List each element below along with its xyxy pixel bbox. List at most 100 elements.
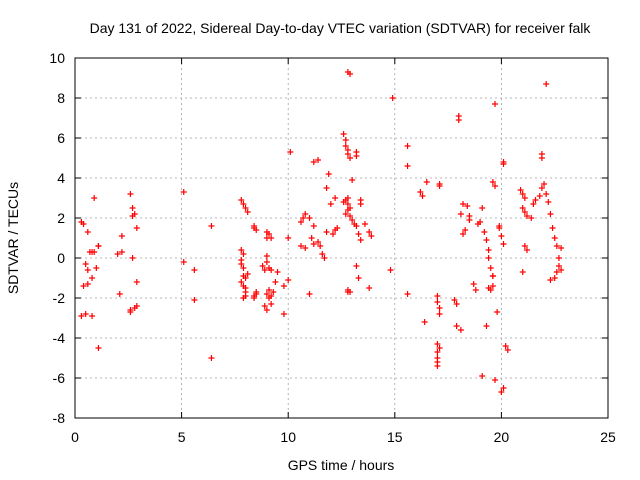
data-point <box>500 161 507 167</box>
y-tick-label: 2 <box>57 210 65 226</box>
data-point <box>387 267 394 273</box>
data-point <box>253 291 260 297</box>
data-point <box>310 223 317 229</box>
data-point <box>357 237 364 243</box>
data-point <box>357 201 364 207</box>
data-point <box>353 153 360 159</box>
data-point <box>114 251 121 257</box>
data-point <box>347 213 354 219</box>
data-point <box>460 231 467 237</box>
data-point <box>261 267 268 273</box>
data-point <box>266 295 273 301</box>
x-tick-label: 5 <box>178 429 186 445</box>
data-point <box>436 183 443 189</box>
data-point <box>334 225 341 231</box>
data-point <box>496 225 503 231</box>
data-point <box>538 155 545 161</box>
data-point <box>251 295 258 301</box>
data-point <box>492 183 499 189</box>
data-point <box>489 179 496 185</box>
data-point <box>368 233 375 239</box>
x-tick-label: 25 <box>600 429 616 445</box>
y-tick-label: 8 <box>57 90 65 106</box>
data-point <box>349 217 356 223</box>
data-point <box>421 319 428 325</box>
data-points <box>78 69 565 395</box>
data-point <box>342 137 349 143</box>
data-point <box>285 277 292 283</box>
data-point <box>238 279 245 285</box>
data-point <box>504 347 511 353</box>
data-point <box>315 157 322 163</box>
data-point <box>492 377 499 383</box>
data-point <box>555 255 562 261</box>
data-point <box>82 261 89 267</box>
data-point <box>355 275 362 281</box>
data-point <box>419 193 426 199</box>
data-point <box>464 203 471 209</box>
data-point <box>492 101 499 107</box>
data-point <box>481 229 488 235</box>
y-tick-label: 0 <box>57 250 65 266</box>
data-point <box>116 291 123 297</box>
data-point <box>479 205 486 211</box>
data-point <box>300 215 307 221</box>
data-point <box>498 233 505 239</box>
data-point <box>483 237 490 243</box>
data-point <box>349 177 356 183</box>
data-point <box>302 245 309 251</box>
data-point <box>536 193 543 199</box>
data-point <box>263 229 270 235</box>
data-point <box>404 143 411 149</box>
data-point <box>340 199 347 205</box>
data-point <box>80 221 87 227</box>
data-point <box>500 241 507 247</box>
data-point <box>344 207 351 213</box>
data-point <box>93 265 100 271</box>
data-point <box>519 191 526 197</box>
data-point <box>342 211 349 217</box>
data-point <box>240 201 247 207</box>
data-point <box>558 245 565 251</box>
data-point <box>355 231 362 237</box>
data-point <box>240 251 247 257</box>
y-tick-label: -8 <box>53 410 66 426</box>
data-point <box>549 225 556 231</box>
data-point <box>498 389 505 395</box>
data-point <box>547 277 554 283</box>
data-point <box>521 243 528 249</box>
data-point <box>317 243 324 249</box>
data-point <box>485 285 492 291</box>
data-point <box>118 249 125 255</box>
data-point <box>462 227 469 233</box>
data-point <box>434 299 441 305</box>
data-point <box>325 171 332 177</box>
data-point <box>191 267 198 273</box>
data-point <box>477 219 484 225</box>
data-point <box>451 297 458 303</box>
data-point <box>519 205 526 211</box>
data-point <box>84 281 91 287</box>
data-point <box>479 373 486 379</box>
data-point <box>457 327 464 333</box>
data-point <box>545 199 552 205</box>
data-point <box>270 289 277 295</box>
data-point <box>238 247 245 253</box>
data-point <box>558 267 565 273</box>
data-point <box>118 233 125 239</box>
data-point <box>532 197 539 203</box>
data-point <box>321 255 328 261</box>
data-point <box>91 249 98 255</box>
data-point <box>547 211 554 217</box>
data-point <box>297 219 304 225</box>
data-point <box>263 259 270 265</box>
data-point <box>347 71 354 77</box>
y-tick-label: 4 <box>57 170 65 186</box>
data-point <box>263 253 270 259</box>
data-point <box>315 239 322 245</box>
data-point <box>523 213 530 219</box>
data-point <box>434 363 441 369</box>
data-point <box>553 269 560 275</box>
data-point <box>494 309 501 315</box>
